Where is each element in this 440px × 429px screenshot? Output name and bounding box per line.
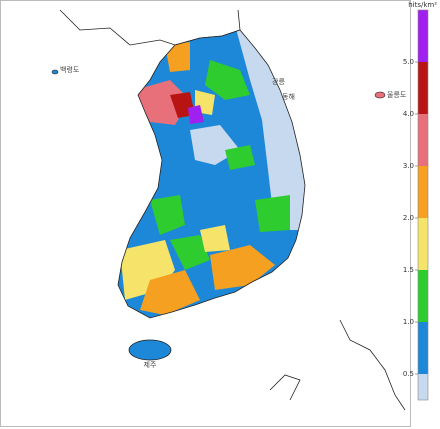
colorbar-tick-label: 1.5 (403, 266, 414, 274)
colorbar-segment (418, 322, 428, 374)
colorbar-tick-label: 2.0 (403, 214, 414, 222)
region (210, 245, 275, 290)
island (374, 91, 386, 99)
colorbar-tick-label: 3.0 (403, 162, 414, 170)
colorbar-tick-label: 1.0 (403, 318, 414, 326)
place-label: 울릉도 (387, 91, 407, 99)
island (51, 69, 59, 75)
region (200, 225, 230, 252)
colorbar-segment (418, 166, 428, 218)
place-label: 동해 (282, 92, 295, 101)
place-label: 제주 (144, 361, 157, 369)
colorbar-segment (418, 270, 428, 322)
colorbar-segment (418, 374, 428, 400)
region (188, 105, 204, 124)
region (140, 270, 200, 315)
region (170, 235, 210, 270)
region (255, 195, 290, 232)
colorbar-tick-label: 5.0 (403, 58, 414, 66)
place-label: 강릉 (272, 77, 285, 86)
colorbar-segment (418, 10, 428, 62)
colorbar-tick-label: 0.5 (403, 370, 414, 378)
colorbar-frame (417, 9, 429, 401)
colorbar-segment (418, 114, 428, 166)
colorbar-label: hits/km² (408, 1, 437, 9)
coastline (117, 29, 306, 319)
colorbar: 0.5 1.0 1.5 2.0 3.0 4.0 5.0 (403, 9, 429, 401)
region (135, 80, 190, 125)
colorbar-segment (418, 62, 428, 114)
coast-japan (339, 319, 406, 411)
island (128, 339, 172, 361)
region (225, 145, 255, 170)
region (205, 60, 250, 100)
colorbar-tick-label: 4.0 (403, 110, 414, 118)
region (150, 195, 185, 235)
place-label: 백령도 (60, 65, 80, 74)
coast-island (269, 374, 301, 401)
colorbar-segment (418, 218, 428, 270)
